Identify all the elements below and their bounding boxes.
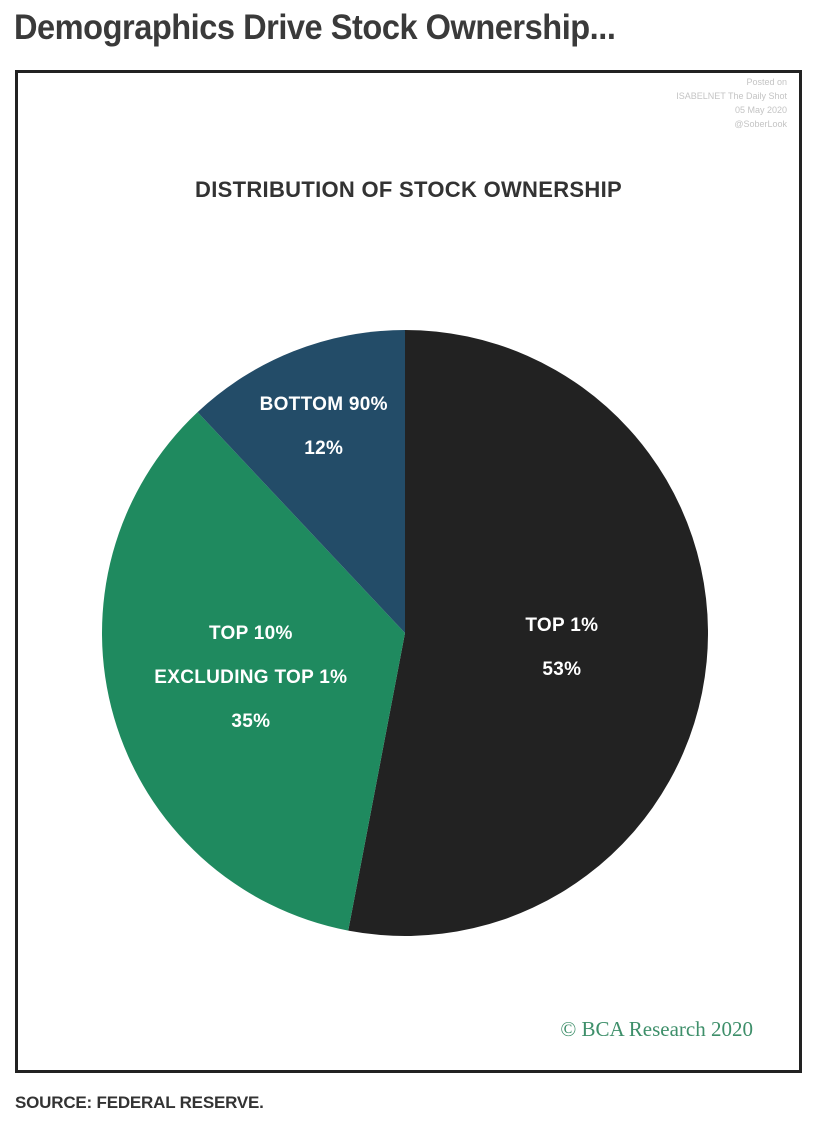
pie-label-line: TOP 1% [525,614,599,636]
watermark-line: ISABELNET The Daily Shot [676,91,787,101]
pie-label-top-10-excluding-top-1: TOP 10% EXCLUDING TOP 1% 35% [154,612,347,744]
headline: Demographics Drive Stock Ownership... [14,8,616,47]
chart-title: DISTRIBUTION OF STOCK OWNERSHIP [195,177,622,202]
pie-chart [101,330,708,936]
pie-slice-bottom-90 [197,330,405,633]
chart-frame: Posted on ISABELNET The Daily Shot 05 Ma… [15,70,802,1073]
pie-label-line: 53% [542,658,582,680]
pie-label-bottom-90: BOTTOM 90% 12% [260,383,388,471]
watermark-line: Posted on [746,77,787,87]
copyright-text: © BCA Research 2020 [560,1017,753,1041]
source-note: SOURCE: FEDERAL RESERVE. [15,1093,264,1112]
pie-label-top-1: TOP 1% 53% [525,604,598,692]
pie-label-line: EXCLUDING TOP 1% [154,666,348,688]
pie-slice-top-10-excluding-top-1 [101,412,405,931]
pie-label-line: 35% [231,710,271,732]
pie-label-line: 12% [304,438,344,460]
watermark: Posted on ISABELNET The Daily Shot 05 Ma… [617,75,787,131]
pie-label-line: BOTTOM 90% [259,394,388,416]
pie-label-line: TOP 10% [208,622,293,644]
pie-slice-top-1 [348,330,708,936]
watermark-line: @SoberLook [734,119,787,129]
watermark-line: 05 May 2020 [734,105,787,115]
